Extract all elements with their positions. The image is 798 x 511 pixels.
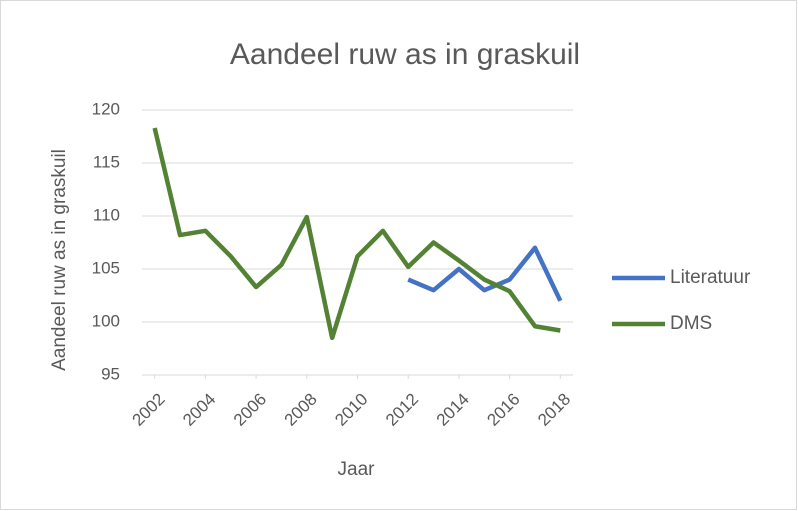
y-tick-label: 115: [93, 152, 120, 171]
y-tick-label: 110: [93, 205, 120, 224]
legend-label: DMS: [670, 313, 712, 334]
y-axis-label: Aandeel ruw as in graskuil: [49, 149, 70, 371]
legend-label: Literatuur: [670, 267, 751, 288]
y-tick-label: 105: [92, 258, 120, 277]
line-series: [152, 127, 561, 341]
x-axis-label: Jaar: [338, 459, 376, 480]
line-series: [407, 245, 563, 302]
y-tick-label: 95: [101, 364, 120, 383]
y-tick-label: 100: [92, 311, 120, 330]
y-tick-label: 120: [92, 99, 120, 118]
chart-title: Aandeel ruw as in graskuil: [230, 38, 580, 71]
